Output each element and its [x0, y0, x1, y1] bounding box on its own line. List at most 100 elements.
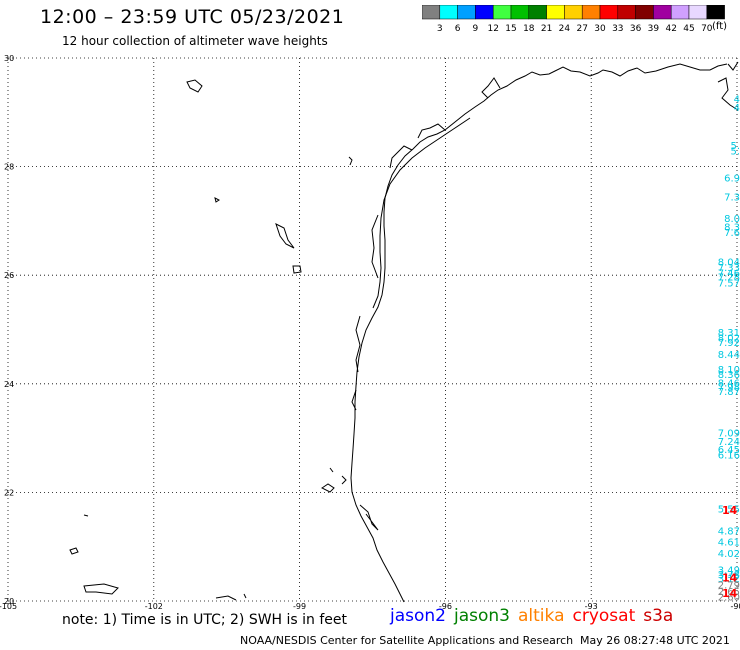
wave-height-label: 7.09	[718, 429, 740, 440]
longitude-label: -96	[439, 602, 452, 611]
colorbar-tick-label: 21	[541, 24, 552, 34]
colorbar-tick-label: 70	[701, 24, 713, 34]
wave-height-values: 44 5.5. 6.9 7.3 8.08.37.6 8.047.337.467.287.5…	[718, 95, 740, 604]
colorbar-tick-label: 18	[523, 24, 535, 34]
wave-height-label: 6.16	[718, 450, 740, 461]
legend-jason2: jason2	[390, 606, 446, 626]
cryosat-values: 14 14 14	[722, 504, 738, 600]
cryosat-height-label: 14	[722, 504, 738, 517]
wave-height-label: 5.	[730, 141, 740, 152]
barrier-islands	[372, 117, 471, 309]
colorbar-tick-label: 9	[473, 24, 479, 34]
east-coast-fragment	[717, 77, 739, 111]
cryosat-height-label: 14	[722, 587, 738, 600]
inland-lake-10	[69, 547, 79, 555]
tamiahua-lagoon	[359, 504, 379, 531]
wave-height-label: 8.44	[718, 350, 740, 361]
wave-height-label: 7.6	[724, 228, 740, 239]
wave-height-label: 8.3	[724, 222, 740, 233]
latitude-label: 26	[4, 271, 14, 280]
colorbar-tick-label: 15	[505, 24, 516, 34]
colorbar-tick-label: 24	[559, 24, 571, 34]
colorbar-units: (ft)	[712, 21, 728, 32]
wave-height-label: 2.65	[718, 587, 740, 598]
wave-height-label: 7.92	[718, 338, 740, 349]
latitude-label: 22	[4, 488, 14, 497]
colorbar-tick-label: 27	[576, 24, 587, 34]
legend-cryosat: cryosat	[572, 606, 636, 626]
longitude-label: -93	[585, 602, 598, 611]
laguna-madre	[371, 214, 379, 279]
wave-height-label: 5.	[730, 146, 740, 157]
latitude-label: 24	[4, 380, 14, 389]
colorbar-swatch	[706, 5, 725, 20]
legend-jason3: jason3	[454, 606, 510, 626]
wave-height-label: 8.04	[718, 258, 740, 269]
colorbar-tick-label: 39	[648, 24, 660, 34]
inland-lake-8	[329, 467, 334, 473]
inland-lake-13	[243, 593, 247, 599]
colorbar-tick-label: 12	[487, 24, 498, 34]
satellite-legend: jason2 jason3 altika cryosat s3a	[390, 606, 681, 626]
wave-height-label: 5.55	[718, 505, 740, 516]
map-note: note: 1) Time is in UTC; 2) SWH is in fe…	[62, 612, 348, 628]
wave-height-label: 8.36	[718, 370, 740, 381]
colorbar-tick-label: 42	[665, 24, 676, 34]
wave-height-label: 4.02	[718, 549, 740, 560]
longitude-label: -105	[0, 602, 17, 611]
wave-height-label: 4	[734, 95, 740, 106]
wave-height-label: 8.0	[724, 214, 740, 225]
latitude-labels: 30 28 26 24 22 20	[4, 54, 14, 606]
wave-height-label: 2.79	[718, 581, 740, 592]
wave-height-label: 7.33	[718, 263, 740, 274]
coastal-lagoon-mx	[355, 315, 361, 373]
wave-height-label: 7.87	[718, 387, 740, 398]
latitude-label: 30	[4, 54, 14, 63]
east-coast-fragment-2	[727, 61, 739, 71]
colorbar-tick-label: 33	[612, 24, 623, 34]
map-title: 12:00 – 23:59 UTC 05/23/2021	[40, 6, 345, 28]
wave-height-label: 7.57	[718, 278, 740, 289]
longitude-label: -102	[145, 602, 163, 611]
wave-height-label: 7.3	[724, 192, 740, 203]
inland-lake-6	[321, 483, 335, 493]
latitude-label: 20	[4, 597, 14, 606]
lat-lon-grid	[7, 57, 738, 602]
coastal-bay-1	[481, 77, 501, 99]
legend-altika: altika	[518, 606, 565, 626]
wave-height-label: 7.98	[718, 383, 740, 394]
wave-height-label: 8.31	[718, 328, 740, 339]
colorbar-tick-label: 45	[683, 24, 694, 34]
inland-lake-1	[186, 79, 203, 93]
wave-height-label: 6.9	[724, 173, 740, 184]
credit-timestamp: May 26 08:27:48 UTC 2021	[580, 634, 730, 647]
latitude-label: 28	[4, 163, 14, 172]
colorbar-tick-label: 6	[455, 24, 461, 34]
wave-height-colorbar: 3 6 9 12 15 18 21 24 27 30 33 36 39 42 45 70	[422, 5, 725, 34]
coastline	[69, 61, 739, 603]
wave-height-label: 7.24	[718, 437, 740, 448]
inland-lake-7	[341, 475, 347, 485]
colorbar-tick-label: 30	[594, 24, 606, 34]
wave-height-label: 4.61	[718, 537, 740, 548]
colorbar-tick-label: 3	[437, 24, 443, 34]
legend-s3a: s3a	[643, 606, 674, 626]
inland-lake-5	[214, 197, 220, 203]
wave-height-label: 4	[734, 103, 740, 114]
longitude-labels: -105 -102 -99 -96 -93 -90	[0, 602, 740, 611]
inland-lake-4	[348, 156, 353, 166]
wave-height-label: 8.02	[718, 334, 740, 345]
texas-mexico-coastline	[350, 63, 728, 603]
inland-lake-2	[275, 223, 295, 249]
longitude-label: -99	[293, 602, 306, 611]
wave-height-label: 3.38	[718, 570, 740, 581]
wave-height-label: 8.46	[718, 379, 740, 390]
coastal-bay-3	[389, 145, 413, 169]
wave-height-label: 4.87	[718, 526, 740, 537]
wave-height-label: 7.28	[718, 272, 740, 283]
wave-height-label: 2.60	[718, 593, 740, 604]
coastal-bay-2	[417, 123, 446, 139]
wave-height-label: 3.12	[718, 574, 740, 585]
colorbar-tick-label: 36	[630, 24, 642, 34]
